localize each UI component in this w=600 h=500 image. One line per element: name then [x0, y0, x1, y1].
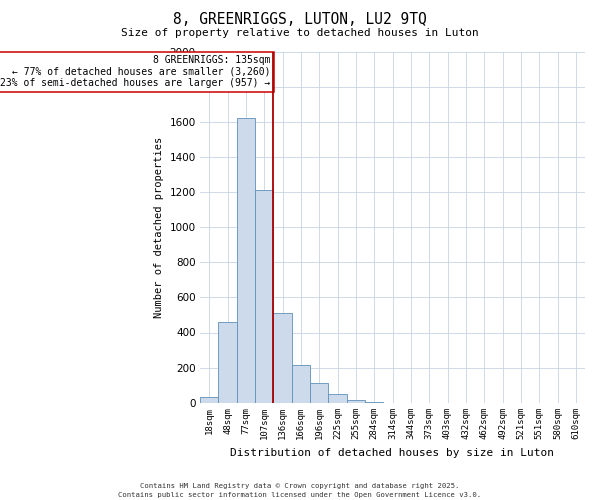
Text: Size of property relative to detached houses in Luton: Size of property relative to detached ho… — [121, 28, 479, 38]
Text: 8, GREENRIGGS, LUTON, LU2 9TQ: 8, GREENRIGGS, LUTON, LU2 9TQ — [173, 12, 427, 28]
Bar — [365, 402, 383, 403]
Bar — [200, 396, 218, 403]
Y-axis label: Number of detached properties: Number of detached properties — [154, 136, 164, 318]
Bar — [236, 118, 255, 403]
Text: Contains HM Land Registry data © Crown copyright and database right 2025.: Contains HM Land Registry data © Crown c… — [140, 483, 460, 489]
Bar — [255, 190, 274, 403]
Bar — [274, 313, 292, 403]
Text: Contains public sector information licensed under the Open Government Licence v3: Contains public sector information licen… — [118, 492, 482, 498]
Bar — [328, 394, 347, 403]
Bar — [310, 384, 328, 403]
Bar — [218, 322, 236, 403]
Text: 8 GREENRIGGS: 135sqm
← 77% of detached houses are smaller (3,260)
23% of semi-de: 8 GREENRIGGS: 135sqm ← 77% of detached h… — [1, 55, 271, 88]
Bar — [292, 365, 310, 403]
X-axis label: Distribution of detached houses by size in Luton: Distribution of detached houses by size … — [230, 448, 554, 458]
Bar — [347, 400, 365, 403]
